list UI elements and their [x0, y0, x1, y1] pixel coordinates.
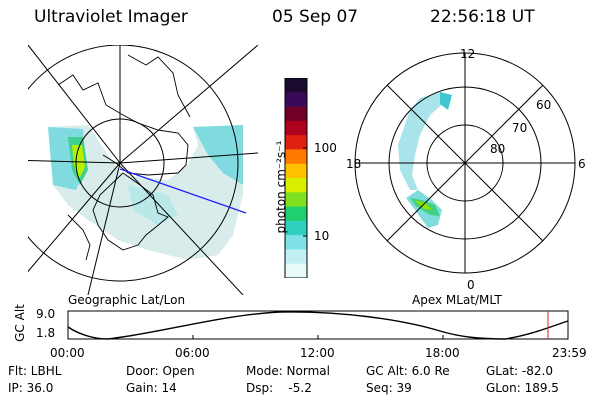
door-status: Door: Open [126, 364, 195, 378]
aurora-data-right [398, 92, 452, 228]
altitude-xtick-1200: 12:00 [300, 346, 335, 360]
altitude-ylabel: GC Alt [13, 304, 27, 342]
mlt-grid [354, 52, 576, 274]
colorbar-tick-100: 100 [314, 141, 337, 155]
apex-panel-label: Apex MLat/MLT [412, 293, 502, 307]
colorbar-band [285, 178, 307, 193]
colorbar-band [285, 220, 307, 236]
mlat-label-60: 60 [536, 98, 552, 112]
time-label: 22:56:18 UT [430, 7, 535, 27]
dsp-status: Dsp: -5.2 [246, 381, 312, 395]
footprint-line [119, 168, 247, 214]
filter-status: Flt: LBHL [8, 364, 62, 378]
gc-alt-status: GC Alt: 6.0 Re [366, 364, 450, 378]
mlt-label-12: 12 [460, 47, 476, 61]
glat-status: GLat: -82.0 [486, 364, 553, 378]
geographic-panel-label: Geographic Lat/Lon [68, 293, 186, 307]
mlt-label-6: 6 [578, 157, 586, 171]
colorbar-band [285, 235, 307, 250]
glon-status: GLon: 189.5 [486, 381, 559, 395]
mode-status: Mode: Normal [246, 364, 330, 378]
mlat-label-70: 70 [512, 121, 528, 135]
colorbar-band [285, 135, 307, 150]
mlt-label-0: 0 [467, 278, 475, 292]
date-label: 05 Sep 07 [272, 7, 359, 27]
seq-status: Seq: 39 [366, 381, 412, 395]
altitude-plot [67, 310, 569, 340]
altitude-curve [67, 311, 569, 340]
colorbar-tick-10: 10 [314, 229, 330, 243]
colorbar-band [285, 149, 307, 165]
geographic-map [28, 45, 258, 295]
colorbar-band [285, 120, 307, 136]
gain-status: Gain: 14 [126, 381, 177, 395]
colorbar-band [285, 263, 307, 278]
aurora-data-left [48, 125, 243, 260]
colorbar-unit-label: photon cm⁻²s⁻¹ [274, 140, 288, 234]
colorbar [284, 78, 308, 278]
mlat-label-80: 80 [490, 142, 506, 156]
mlt-label-18: 18 [346, 157, 362, 171]
continent-outlines [57, 54, 191, 261]
colorbar-band [285, 92, 307, 108]
mlat-mlt-plot [354, 52, 576, 274]
altitude-xtick-1800: 18:00 [425, 346, 460, 360]
colorbar-band [285, 106, 307, 122]
altitude-ytick-high: 9.0 [36, 307, 56, 321]
altitude-xtick-2359: 23:59 [552, 346, 587, 360]
colorbar-band [285, 206, 307, 222]
colorbar-band [285, 163, 307, 179]
colorbar-band [285, 249, 307, 265]
altitude-ytick-low: 1.8 [36, 326, 56, 340]
altitude-xtick-0600: 06:00 [175, 346, 210, 360]
altitude-xtick-0000: 00:00 [50, 346, 85, 360]
instrument-title: Ultraviolet Imager [34, 7, 188, 27]
colorbar-band [285, 78, 307, 93]
colorbar-band [285, 192, 307, 208]
geo-grid [28, 45, 258, 295]
ip-status: IP: 36.0 [8, 381, 54, 395]
